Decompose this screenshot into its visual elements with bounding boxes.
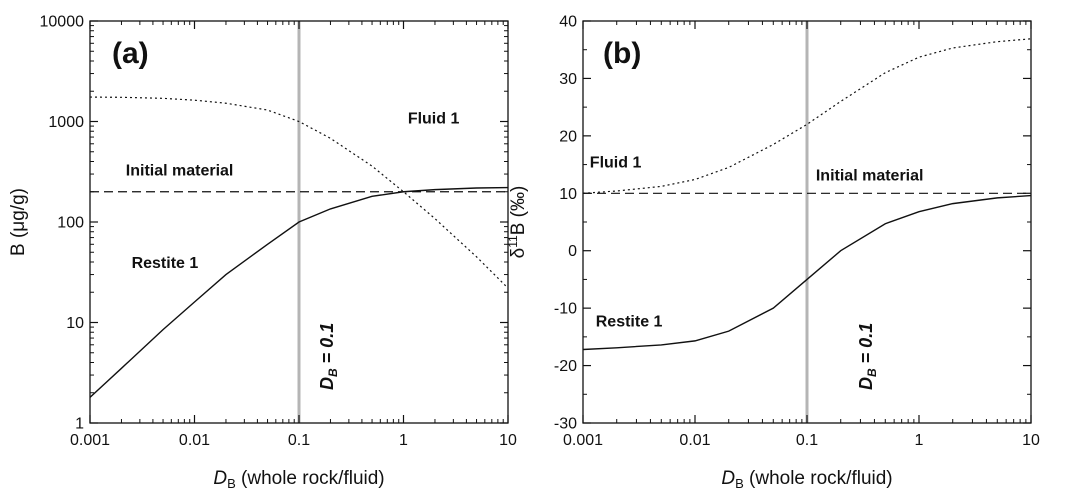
chart-b-ytick-label: -30: [554, 416, 577, 433]
chart-b-xtick-label: 1: [915, 432, 924, 449]
chart-b-xlabel-rest: (whole rock/fluid): [744, 468, 893, 489]
chart-b-ylabel-pre: δ: [508, 248, 529, 259]
chart-a-vline-label-main: D: [317, 377, 337, 390]
chart-b-annotation-initial-material: Initial material: [816, 168, 924, 185]
chart-b-ytick-label: 20: [559, 128, 577, 145]
chart-a-xtick-label: 0.1: [288, 432, 310, 449]
chart-b-xtick-label: 0.01: [679, 432, 710, 449]
chart-a-xtick-label: 0.01: [179, 432, 210, 449]
chart-b-ytick-label: -10: [554, 301, 577, 318]
chart-a-annotation-initial-material: Initial material: [126, 163, 234, 180]
chart-b-series-restite-1: [583, 194, 1031, 351]
chart-a-xtick-label: 1: [399, 432, 408, 449]
chart-a-xtick-label: 0.001: [70, 432, 110, 449]
chart-a-ytick-label: 1: [75, 416, 84, 433]
chart-b-annotation-restite-1: Restite 1: [596, 314, 663, 331]
chart-b-ylabel: δ11B (‰): [506, 186, 529, 259]
chart-b-series-group: [583, 38, 1031, 351]
chart-a-xlabel: DB (whole rock/fluid): [213, 468, 384, 491]
chart-a-vline-label-rest: = 0.1: [317, 323, 337, 369]
chart-b-ytick-label: 40: [559, 14, 577, 31]
chart-b-ytick-label: 30: [559, 71, 577, 88]
chart-a-vline-label: DB = 0.1: [317, 323, 340, 390]
chart-a-xlabel-sub: B: [227, 476, 236, 491]
chart-b-vline-label-rest: = 0.1: [856, 323, 876, 369]
chart-a-ytick-label: 10000: [40, 14, 85, 31]
chart-a-series-restite-1: [90, 186, 508, 398]
chart-b-xlabel-sub: B: [735, 476, 744, 491]
chart-b-panel-label: (b): [603, 37, 641, 70]
chart-a-annotation-fluid-1: Fluid 1: [408, 111, 460, 128]
chart-b-ytick-label: 0: [568, 243, 577, 260]
chart-b-vline-label-main: D: [856, 377, 876, 390]
chart-a-xlabel-main: D: [213, 468, 227, 489]
chart-b-xlabel: DB (whole rock/fluid): [721, 468, 892, 491]
chart-b-vline-label: DB = 0.1: [856, 323, 879, 390]
chart-b-ytick-label: 10: [559, 186, 577, 203]
chart-a-xtick-label: 10: [499, 432, 517, 449]
chart-a-series-group: [90, 96, 508, 398]
chart-b-annotation-fluid-1: Fluid 1: [590, 154, 642, 171]
chart-b-xlabel-main: D: [721, 468, 735, 489]
chart-a-vline-label-sub: B: [326, 368, 340, 377]
chart-b-vline-label-sub: B: [865, 368, 879, 377]
chart-a-annotation-restite-1: Restite 1: [132, 255, 199, 272]
chart-a-series-fluid-1: [90, 96, 508, 289]
chart-a-panel-label: (a): [112, 37, 149, 70]
chart-a-ytick-label: 1000: [48, 114, 84, 131]
chart-b-xtick-label: 10: [1022, 432, 1040, 449]
chart-b-ylabel-sup: 11: [506, 235, 520, 248]
chart-a-ytick-label: 10: [66, 315, 84, 332]
chart-b-ytick-label: -20: [554, 358, 577, 375]
chart-a-ylabel: B (μg/g): [8, 188, 29, 256]
chart-a-xlabel-rest: (whole rock/fluid): [236, 468, 385, 489]
chart-b-ylabel-rest: B (‰): [508, 186, 529, 236]
chart-b-xtick-label: 0.001: [563, 432, 603, 449]
chart-b-xtick-label: 0.1: [796, 432, 818, 449]
chart-a-ytick-label: 100: [57, 215, 84, 232]
